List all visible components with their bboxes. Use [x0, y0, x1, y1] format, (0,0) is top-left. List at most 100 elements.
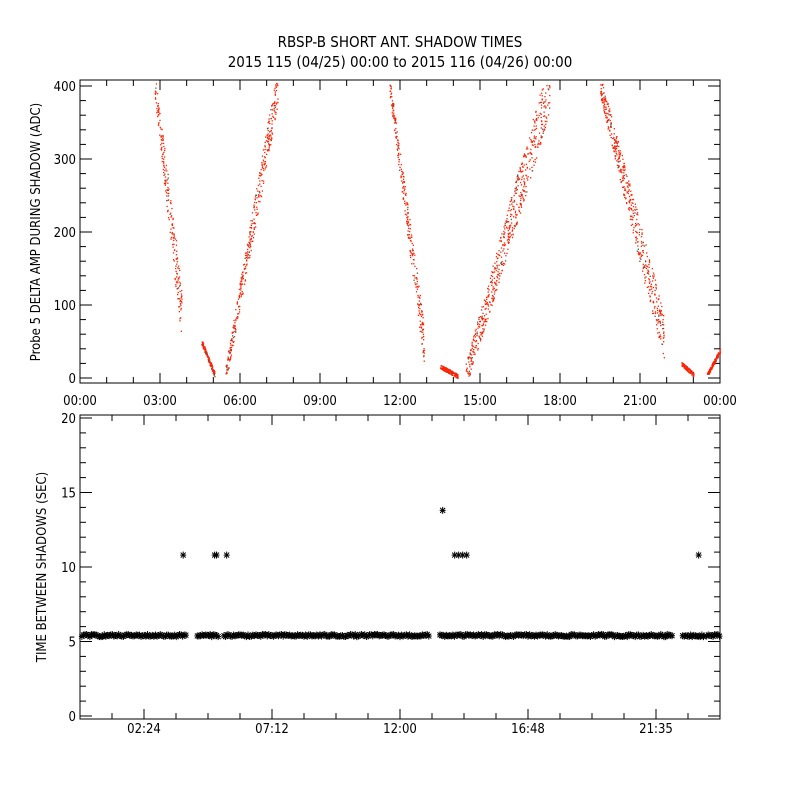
data-point	[161, 146, 163, 148]
data-point	[476, 335, 478, 337]
data-point	[542, 102, 545, 104]
data-point	[520, 206, 523, 208]
data-point	[276, 102, 278, 104]
data-point	[269, 123, 271, 125]
data-point	[630, 199, 632, 201]
data-point	[167, 186, 169, 189]
data-point	[228, 358, 230, 361]
data-point	[231, 338, 233, 340]
data-point	[549, 102, 551, 104]
data-point	[253, 207, 255, 209]
data-point	[176, 250, 178, 252]
x-tick-label: 21:35	[639, 722, 673, 737]
data-point	[208, 360, 210, 362]
data-point	[238, 295, 240, 297]
data-point	[658, 320, 660, 323]
data-point	[474, 346, 476, 348]
data-point	[549, 94, 551, 97]
data-point	[171, 215, 173, 217]
data-point	[484, 308, 486, 310]
data-point	[472, 339, 474, 341]
data-point	[510, 213, 512, 215]
data-point	[252, 231, 254, 233]
data-point	[164, 183, 167, 185]
data-point	[477, 342, 479, 345]
data-point	[211, 370, 214, 372]
data-point	[160, 144, 162, 146]
data-point	[274, 94, 276, 96]
data-point	[517, 175, 519, 178]
data-point	[532, 118, 534, 121]
data-point	[456, 376, 458, 378]
data-point	[400, 176, 402, 179]
data-point	[270, 144, 272, 146]
data-point	[205, 351, 208, 353]
data-point	[600, 88, 602, 90]
data-point	[171, 224, 173, 226]
data-point	[239, 292, 242, 294]
data-point	[413, 279, 415, 281]
data-point	[238, 309, 241, 311]
data-point	[713, 362, 715, 364]
data-point	[530, 177, 532, 179]
data-point	[510, 234, 512, 236]
data-point	[604, 106, 606, 108]
data-point	[160, 149, 163, 151]
data-point	[533, 164, 535, 166]
data-point	[707, 372, 709, 374]
data-point	[166, 205, 168, 208]
data-point	[209, 361, 211, 363]
data-point	[409, 237, 411, 239]
data-point	[166, 195, 168, 197]
data-point	[475, 333, 477, 335]
data-point	[179, 303, 182, 305]
data-point	[490, 275, 492, 277]
data-point	[484, 319, 487, 321]
x-tick-label: 00:00	[63, 394, 97, 409]
data-point	[623, 174, 625, 177]
data-point	[626, 202, 628, 205]
data-point	[487, 296, 489, 298]
data-point	[261, 155, 264, 157]
data-point	[536, 114, 538, 116]
data-point	[259, 172, 261, 174]
data-point	[173, 234, 175, 236]
data-point	[656, 328, 658, 330]
data-point	[238, 313, 240, 315]
data-point	[225, 365, 227, 367]
data-point	[164, 147, 166, 150]
data-point	[174, 277, 176, 280]
data-point	[625, 198, 627, 200]
data-point	[235, 319, 237, 322]
data-point	[237, 317, 239, 319]
data-point	[229, 350, 231, 352]
data-point	[601, 97, 604, 100]
data-point	[164, 173, 166, 175]
data-point	[213, 370, 215, 372]
data-point	[423, 360, 425, 362]
data-point	[164, 181, 166, 183]
data-point	[202, 345, 204, 348]
data-point	[486, 301, 489, 304]
data-point	[450, 373, 452, 375]
data-point	[514, 190, 516, 192]
y-tick-label: 300	[54, 153, 76, 168]
data-point	[406, 214, 408, 216]
data-point	[544, 101, 546, 103]
data-point	[415, 283, 417, 286]
data-point	[421, 310, 423, 312]
data-point	[390, 85, 392, 87]
data-point	[521, 194, 523, 196]
data-point	[470, 368, 472, 370]
data-point	[251, 223, 253, 225]
data-point	[534, 128, 536, 131]
data-point	[255, 214, 258, 216]
data-point	[271, 105, 273, 107]
data-point	[165, 168, 167, 170]
data-point	[244, 283, 246, 285]
data-point	[534, 158, 536, 161]
data-point	[418, 310, 420, 312]
data-point	[451, 373, 453, 375]
data-point	[611, 116, 613, 118]
data-point	[163, 174, 165, 177]
